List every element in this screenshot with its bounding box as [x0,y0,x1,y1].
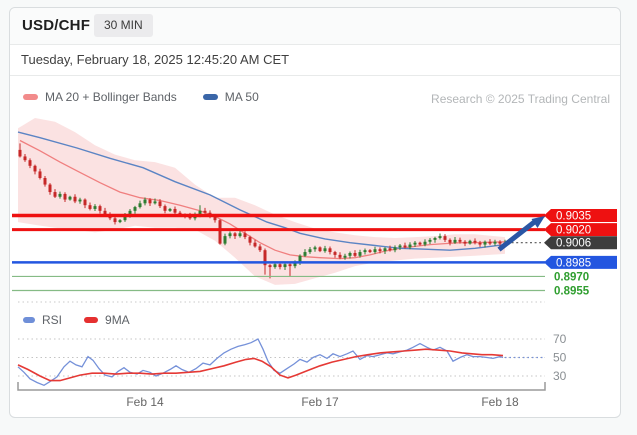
symbol-title: USD/CHF [22,17,91,34]
timeframe-badge: 30 MIN [94,14,153,37]
chart-card: USD/CHF 30 MIN Tuesday, February 18, 202… [9,7,621,418]
ma50-swatch [202,94,218,100]
ma20-bollinger-label: MA 20 + Bollinger Bands [45,90,177,104]
ma20-bollinger-swatch [23,94,38,100]
rsi-swatch [23,317,35,323]
rsi-9ma-label: 9MA [105,313,130,327]
rsi-label: RSI [42,313,63,327]
rsi-9ma-swatch [84,317,99,323]
card-header: USD/CHF 30 MIN [10,8,620,45]
chart-timestamp: Tuesday, February 18, 2025 12:45:20 AM C… [21,52,290,67]
rsi-legend: RSI 9MA [23,313,130,327]
date-row: Tuesday, February 18, 2025 12:45:20 AM C… [10,44,620,76]
price-legend: MA 20 + Bollinger Bands MA 50 [23,90,259,104]
ma50-label: MA 50 [224,90,259,104]
research-watermark: Research © 2025 Trading Central [431,92,610,106]
